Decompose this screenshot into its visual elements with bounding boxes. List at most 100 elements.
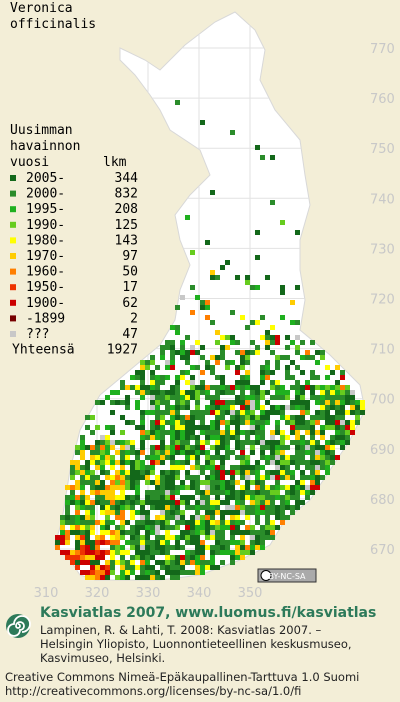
legend-count: 97 (122, 249, 138, 264)
record-square (100, 400, 105, 405)
record-square (160, 450, 165, 455)
record-square (180, 345, 185, 350)
record-square (125, 575, 130, 580)
record-square (140, 370, 145, 375)
record-square (160, 420, 165, 425)
record-square (105, 485, 110, 490)
record-square (180, 450, 185, 455)
record-square (215, 340, 220, 345)
record-square (285, 465, 290, 470)
record-square (190, 555, 195, 560)
record-square (235, 400, 240, 405)
record-square (150, 470, 155, 475)
record-square (165, 565, 170, 570)
record-square (160, 485, 165, 490)
record-square (145, 435, 150, 440)
record-square (145, 575, 150, 580)
record-square (240, 445, 245, 450)
record-square (210, 470, 215, 475)
record-square (110, 570, 115, 575)
record-square (350, 395, 355, 400)
record-square (300, 370, 305, 375)
record-square (140, 385, 145, 390)
record-square (190, 430, 195, 435)
record-square (160, 560, 165, 565)
northing-label: 680 (370, 493, 395, 508)
record-square (295, 415, 300, 420)
record-square (295, 350, 300, 355)
record-square (205, 545, 210, 550)
record-square (270, 460, 275, 465)
record-square (290, 425, 295, 430)
record-square (110, 425, 115, 430)
record-square (85, 540, 90, 545)
record-square (155, 480, 160, 485)
record-square (205, 500, 210, 505)
record-square (190, 535, 195, 540)
record-square (355, 405, 360, 410)
record-square (115, 460, 120, 465)
record-square (255, 460, 260, 465)
record-square (220, 380, 225, 385)
record-square (140, 475, 145, 480)
record-square (230, 485, 235, 490)
record-square (305, 405, 310, 410)
record-square (245, 460, 250, 465)
record-square (205, 405, 210, 410)
record-square (115, 495, 120, 500)
record-square (70, 475, 75, 480)
record-square (170, 565, 175, 570)
record-square (215, 550, 220, 555)
record-square (310, 425, 315, 430)
record-square (305, 400, 310, 405)
record-square (145, 510, 150, 515)
record-square (205, 460, 210, 465)
record-square (290, 300, 295, 305)
record-square (195, 480, 200, 485)
record-square (250, 535, 255, 540)
record-square (140, 555, 145, 560)
record-square (205, 530, 210, 535)
record-square (280, 500, 285, 505)
record-square (230, 400, 235, 405)
record-square (80, 525, 85, 530)
record-square (190, 475, 195, 480)
record-square (170, 405, 175, 410)
record-square (90, 525, 95, 530)
record-square (130, 375, 135, 380)
record-square (170, 425, 175, 430)
record-square (175, 520, 180, 525)
record-square (175, 330, 180, 335)
record-square (345, 435, 350, 440)
record-square (185, 350, 190, 355)
record-square (85, 510, 90, 515)
record-square (75, 510, 80, 515)
record-square (255, 400, 260, 405)
record-square (205, 475, 210, 480)
record-square (120, 485, 125, 490)
record-square (125, 455, 130, 460)
record-square (245, 375, 250, 380)
record-square (170, 365, 175, 370)
record-square (160, 490, 165, 495)
record-square (170, 545, 175, 550)
legend-count: 2 (130, 311, 138, 326)
record-square (110, 555, 115, 560)
record-square (280, 385, 285, 390)
record-square (70, 500, 75, 505)
record-square (225, 495, 230, 500)
record-square (260, 500, 265, 505)
record-square (235, 340, 240, 345)
northing-label: 690 (370, 443, 395, 458)
legend-swatch (10, 268, 16, 275)
record-square (135, 465, 140, 470)
record-square (225, 490, 230, 495)
record-square (190, 385, 195, 390)
record-square (175, 350, 180, 355)
record-square (195, 460, 200, 465)
record-square (275, 505, 280, 510)
record-square (125, 400, 130, 405)
record-square (105, 395, 110, 400)
record-square (240, 550, 245, 555)
record-square (125, 480, 130, 485)
